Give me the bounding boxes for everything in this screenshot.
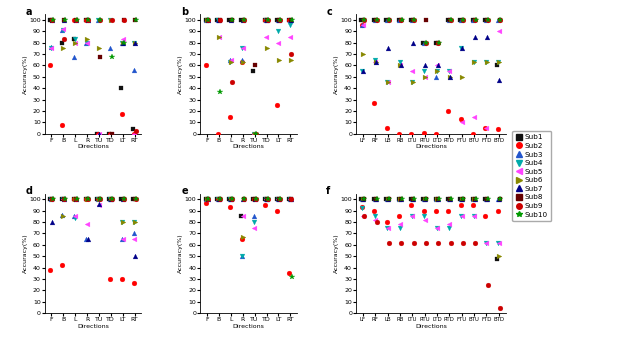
- Text: d: d: [26, 187, 33, 196]
- Y-axis label: Accuracy(%): Accuracy(%): [22, 234, 28, 273]
- Y-axis label: Accuracy(%): Accuracy(%): [179, 234, 183, 273]
- Text: e: e: [181, 187, 188, 196]
- X-axis label: Directions: Directions: [233, 144, 264, 149]
- Text: c: c: [326, 7, 332, 17]
- Text: a: a: [26, 7, 32, 17]
- X-axis label: Directions: Directions: [77, 144, 109, 149]
- Y-axis label: Accuracy(%): Accuracy(%): [334, 54, 339, 94]
- X-axis label: Directions: Directions: [415, 324, 447, 329]
- Y-axis label: Accuracy(%): Accuracy(%): [22, 54, 28, 94]
- Legend: Sub1, Sub2, Sub3, Sub4, Sub5, Sub6, Sub7, Sub8, Sub9, Sub10: Sub1, Sub2, Sub3, Sub4, Sub5, Sub6, Sub7…: [513, 131, 552, 221]
- Y-axis label: Accuracy(%): Accuracy(%): [334, 234, 339, 273]
- Text: b: b: [181, 7, 188, 17]
- Y-axis label: Accuracy(%): Accuracy(%): [179, 54, 183, 94]
- Text: f: f: [326, 187, 331, 196]
- X-axis label: Directions: Directions: [77, 324, 109, 329]
- X-axis label: Directions: Directions: [415, 144, 447, 149]
- X-axis label: Directions: Directions: [233, 324, 264, 329]
